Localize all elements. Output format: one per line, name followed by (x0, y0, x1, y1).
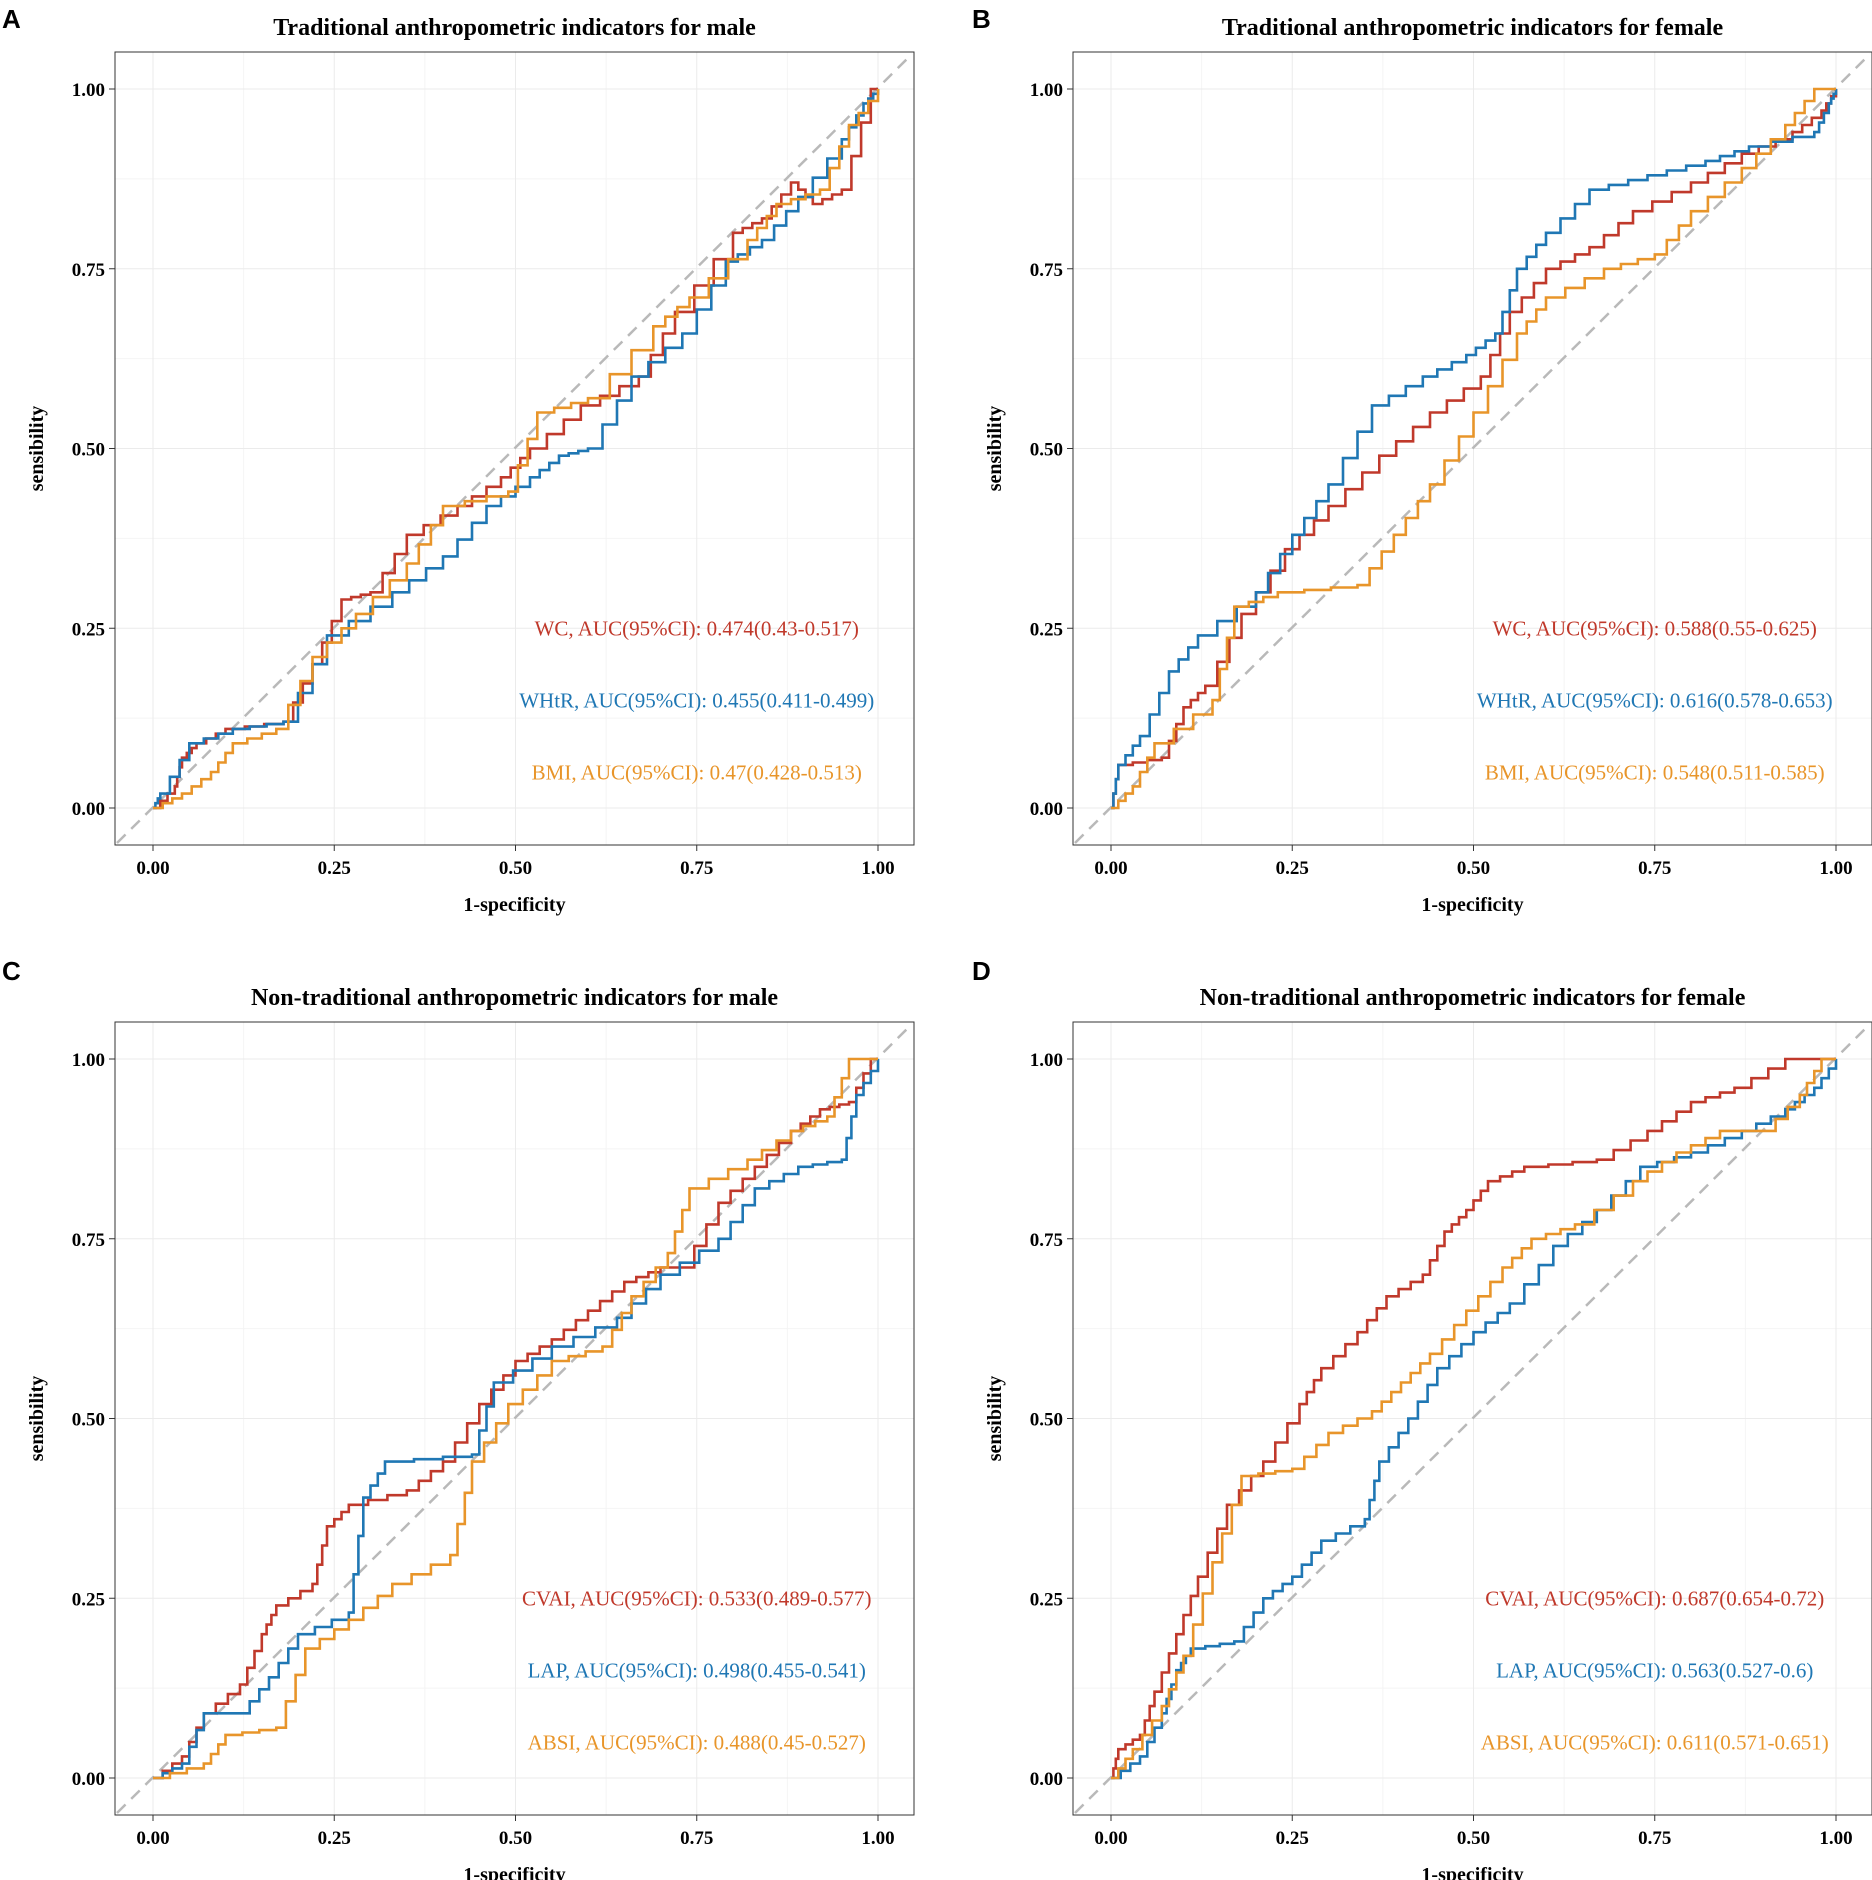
panel-title: Non-traditional anthropometric indicator… (1200, 985, 1746, 1011)
auc-label-whtr: WHtR, AUC(95%CI): 0.616(0.578-0.653) (1477, 688, 1833, 712)
auc-label-wc: WC, AUC(95%CI): 0.588(0.55-0.625) (1493, 616, 1817, 640)
auc-label-cvai: CVAI, AUC(95%CI): 0.533(0.489-0.577) (522, 1586, 872, 1610)
roc-curve-wc (1111, 89, 1838, 810)
auc-label-bmi: BMI, AUC(95%CI): 0.47(0.428-0.513) (532, 760, 862, 784)
y-axis-label: sensibility (26, 1376, 48, 1462)
y-tick-label: 0.50 (72, 1410, 105, 1431)
y-tick-label: 0.50 (1030, 1410, 1063, 1431)
roc-curve-cvai (153, 1057, 878, 1780)
x-tick-label: 0.25 (1276, 858, 1309, 879)
roc-curve-bmi (153, 89, 880, 810)
y-tick-label: 0.00 (1030, 799, 1063, 820)
roc-curve-bmi (1111, 87, 1836, 810)
reference-diagonal (116, 1023, 913, 1814)
roc-curve-wc (153, 87, 878, 810)
y-tick-label: 0.75 (1030, 1230, 1063, 1251)
panel-title: Traditional anthropometric indicators fo… (1222, 15, 1724, 41)
y-tick-label: 1.00 (1030, 1050, 1063, 1071)
x-tick-label: 0.25 (318, 1828, 351, 1849)
reference-diagonal (116, 53, 913, 844)
roc-curve-absi (1111, 1057, 1836, 1780)
reference-diagonal (1074, 1023, 1871, 1814)
y-tick-label: 0.75 (72, 260, 105, 281)
x-tick-label: 0.25 (1276, 1828, 1309, 1849)
x-tick-label: 0.50 (1457, 858, 1490, 879)
auc-label-absi: ABSI, AUC(95%CI): 0.611(0.571-0.651) (1481, 1730, 1829, 1754)
y-tick-label: 0.00 (1030, 1769, 1063, 1790)
x-tick-label: 1.00 (1819, 1828, 1852, 1849)
roc-curve-absi (153, 1057, 878, 1780)
y-tick-label: 0.25 (1030, 619, 1063, 640)
y-axis-label: sensibility (984, 1376, 1006, 1462)
x-tick-label: 0.00 (136, 1828, 169, 1849)
auc-label-lap: LAP, AUC(95%CI): 0.498(0.455-0.541) (528, 1658, 866, 1682)
x-tick-label: 0.50 (499, 1828, 532, 1849)
x-tick-label: 0.25 (318, 858, 351, 879)
x-axis-label: 1-specificity (463, 1864, 565, 1880)
auc-label-whtr: WHtR, AUC(95%CI): 0.455(0.411-0.499) (519, 688, 874, 712)
y-tick-label: 0.75 (72, 1230, 105, 1251)
y-tick-label: 0.75 (1030, 260, 1063, 281)
y-tick-label: 1.00 (72, 1050, 105, 1071)
panel-A: A Traditional anthropometric indicators f… (2, 4, 915, 916)
x-tick-label: 0.75 (1638, 858, 1671, 879)
x-tick-label: 0.00 (136, 858, 169, 879)
roc-curve-whtr (1111, 89, 1838, 810)
roc-curve-cvai (1111, 1057, 1836, 1780)
roc-curve-lap (153, 1059, 880, 1780)
y-axis-label: sensibility (26, 406, 48, 492)
auc-label-lap: LAP, AUC(95%CI): 0.563(0.527-0.6) (1496, 1658, 1813, 1682)
x-axis-label: 1-specificity (1421, 1864, 1523, 1880)
panel-letter: A (2, 4, 21, 34)
x-tick-label: 1.00 (1819, 858, 1852, 879)
panel-D: D Non-traditional anthropometric indicato… (972, 956, 1872, 1880)
panel-letter: B (972, 4, 991, 34)
x-tick-label: 1.00 (861, 1828, 894, 1849)
y-axis-label: sensibility (984, 406, 1006, 492)
x-tick-label: 0.00 (1094, 858, 1127, 879)
reference-diagonal (1074, 53, 1871, 844)
panel-C: C Non-traditional anthropometric indicato… (2, 956, 915, 1880)
panel-B: B Traditional anthropometric indicators f… (972, 4, 1872, 916)
x-tick-label: 0.00 (1094, 1828, 1127, 1849)
panel-title: Traditional anthropometric indicators fo… (273, 15, 756, 41)
x-axis-label: 1-specificity (463, 894, 565, 916)
x-tick-label: 0.50 (499, 858, 532, 879)
y-tick-label: 1.00 (1030, 80, 1063, 101)
x-tick-label: 1.00 (861, 858, 894, 879)
y-tick-label: 0.50 (72, 440, 105, 461)
auc-label-bmi: BMI, AUC(95%CI): 0.548(0.511-0.585) (1485, 760, 1825, 784)
y-tick-label: 0.25 (1030, 1589, 1063, 1610)
auc-label-cvai: CVAI, AUC(95%CI): 0.687(0.654-0.72) (1485, 1586, 1824, 1610)
auc-label-absi: ABSI, AUC(95%CI): 0.488(0.45-0.527) (528, 1730, 866, 1754)
y-tick-label: 0.00 (72, 799, 105, 820)
panel-letter: C (2, 956, 21, 986)
y-tick-label: 0.00 (72, 1769, 105, 1790)
y-tick-label: 0.25 (72, 1589, 105, 1610)
x-tick-label: 0.50 (1457, 1828, 1490, 1849)
y-tick-label: 0.25 (72, 619, 105, 640)
roc-curve-whtr (153, 89, 880, 810)
x-tick-label: 0.75 (680, 858, 713, 879)
panel-title: Non-traditional anthropometric indicator… (251, 985, 778, 1011)
x-tick-label: 0.75 (680, 1828, 713, 1849)
y-tick-label: 0.50 (1030, 440, 1063, 461)
auc-label-wc: WC, AUC(95%CI): 0.474(0.43-0.517) (535, 616, 859, 640)
y-tick-label: 1.00 (72, 80, 105, 101)
x-axis-label: 1-specificity (1421, 894, 1523, 916)
x-tick-label: 0.75 (1638, 1828, 1671, 1849)
panel-letter: D (972, 956, 991, 986)
